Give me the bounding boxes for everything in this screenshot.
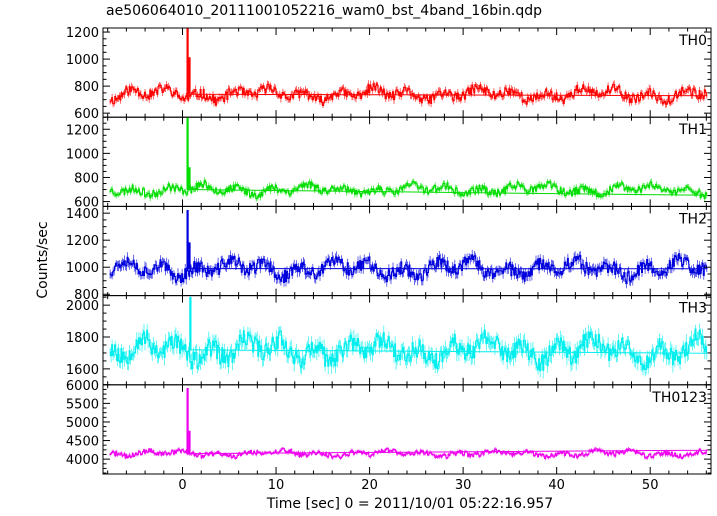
panels-group: 600 800 1000 1200 TH0 600 800 1000 1200 TH1 800 100… [66,26,712,475]
y-tick-label: 1200 [66,123,99,138]
curve-th0123 [109,388,708,459]
curve-th1 [109,117,708,199]
x-ticks-th0123 [107,384,707,474]
series-th2 [109,210,708,289]
panel-frame [102,27,712,118]
panel-th1: 600 800 1000 1200 TH1 [66,116,712,211]
y-ticks-th3: 1600 1800 2000 [66,296,711,386]
y-tick-label: 5500 [66,397,99,412]
x-tick-label: 40 [548,478,565,493]
x-ticks-th0 [107,28,707,118]
x-tick-label: 20 [361,478,378,493]
y-tick-label: 800 [74,80,99,95]
chart-title: ae506064010_20111001052216_wam0_bst_4ban… [106,3,542,19]
y-tick-label: 1200 [66,26,99,41]
y-tick-label: 4500 [66,435,99,450]
y-tick-label: 1000 [66,53,99,68]
panel-th3: 1600 1800 2000 TH3 [66,295,712,386]
panel-frame [102,116,712,207]
y-tick-label: 800 [74,171,99,186]
panel-th0123: 4000 4500 5000 5500 6000 TH0123 [66,379,712,475]
x-tick-label: 0 [178,478,186,493]
y-tick-label: 600 [74,107,99,122]
y-tick-label: 1400 [66,207,99,222]
y-tick-label: 2000 [66,299,99,314]
panel-th2: 800 1000 1200 1400 TH2 [66,205,712,303]
series-th0123 [109,388,708,461]
x-tick-label: 50 [642,478,659,493]
series-label-th1: TH1 [678,122,707,138]
x-ticks-th3 [107,295,707,385]
y-tick-label: 600 [74,196,99,211]
y-tick-label: 1200 [66,234,99,249]
series-label-th0: TH0 [678,33,707,49]
y-tick-label: 800 [74,288,99,303]
curve-th3 [109,296,708,372]
y-tick-label: 5000 [66,416,99,431]
series-label-th2: TH2 [678,211,707,227]
y-ticks-th0123: 4000 4500 5000 5500 6000 [66,379,711,474]
y-tick-label: 1800 [66,331,99,346]
series-th1 [109,117,708,202]
series-th0 [109,28,708,108]
y-tick-label: 4000 [66,453,99,468]
y-tick-label: 1000 [66,147,99,162]
x-tick-label: 30 [455,478,472,493]
series-label-th3: TH3 [678,301,707,317]
panel-frame [102,295,712,386]
curve-th0 [109,28,708,106]
y-tick-label: 6000 [66,379,99,394]
y-tick-label: 1600 [66,363,99,378]
series-label-th0123: TH0123 [651,390,707,406]
x-ticks-th1 [107,117,707,207]
y-ticks-th1: 600 800 1000 1200 [66,116,711,211]
x-tick-label: 10 [268,478,285,493]
x-axis-label: Time [sec] 0 = 2011/10/01 05:22:16.957 [266,496,553,512]
panel-frame [102,205,712,297]
y-axis-label: Counts/sec [35,221,51,298]
x-ticks-th2 [107,206,707,296]
panel-th0: 600 800 1000 1200 TH0 [66,26,712,122]
y-ticks-th0: 600 800 1000 1200 [66,26,711,122]
series-th3 [109,296,708,379]
panel-frame [102,384,712,475]
y-tick-label: 1000 [66,261,99,276]
x-tick-labels: 0 10 20 30 40 50 [178,478,658,493]
curve-th2 [109,210,708,285]
y-ticks-th2: 800 1000 1200 1400 [66,205,711,303]
